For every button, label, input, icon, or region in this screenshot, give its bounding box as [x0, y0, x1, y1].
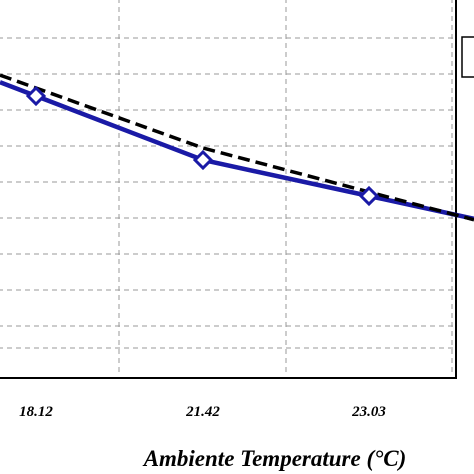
x-tick-label: 23.03 [351, 404, 386, 420]
x-axis-title: Ambiente Temperature (°C) [142, 446, 407, 471]
plot-frame [0, 0, 457, 379]
data-point-marker [25, 85, 47, 107]
x-tick-label: 21.42 [185, 404, 220, 420]
legend-box [461, 36, 474, 78]
series-layer [0, 73, 474, 222]
series-line-dashed [0, 73, 474, 222]
data-point-marker [192, 149, 214, 171]
data-point-marker [358, 185, 380, 207]
grid [0, 0, 456, 376]
x-tick-label: 18.12 [19, 404, 53, 420]
x-tick-labels: 18.12 21.42 23.03 [19, 404, 386, 420]
series-line-solid [0, 80, 474, 221]
